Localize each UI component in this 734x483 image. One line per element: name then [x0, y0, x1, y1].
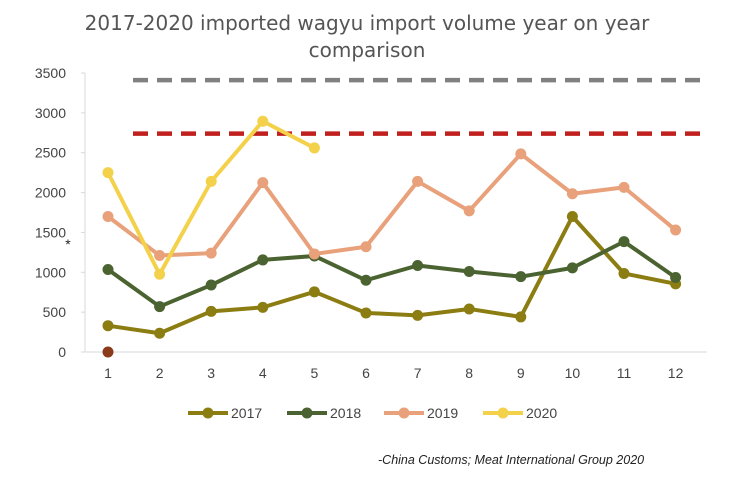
- data-point: [205, 305, 217, 317]
- data-point: [618, 236, 630, 248]
- data-point: [360, 274, 372, 286]
- y-tick-label: 1500: [35, 224, 66, 240]
- x-tick-label: 6: [362, 365, 370, 381]
- data-point: [463, 303, 475, 315]
- y-tick-label: 500: [43, 304, 67, 320]
- data-point: [102, 167, 114, 179]
- legend-label: 2018: [330, 405, 361, 421]
- source-note: -China Customs; Meat International Group…: [378, 453, 644, 467]
- chart-title-line-2: comparison: [309, 38, 426, 62]
- y-tick-label: 1000: [35, 264, 66, 280]
- legend-label: 2020: [526, 405, 557, 421]
- y-tick-label: 3500: [35, 65, 66, 81]
- data-point: [257, 301, 269, 313]
- data-point: [257, 115, 269, 127]
- data-point: [102, 263, 114, 275]
- x-tick-label: 5: [311, 365, 319, 381]
- data-point: [308, 142, 320, 154]
- y-tick-label: 2500: [35, 145, 66, 161]
- x-tick-label: 2: [156, 365, 164, 381]
- data-point: [566, 262, 578, 274]
- legend: 2017 2018 2019 2020: [188, 405, 557, 421]
- legend-swatch-marker: [398, 407, 410, 419]
- data-point: [618, 267, 630, 279]
- data-point: [154, 301, 166, 313]
- x-tick-label: 11: [617, 365, 632, 381]
- x-tick-label: 8: [465, 365, 473, 381]
- x-tick-label: 7: [414, 365, 422, 381]
- legend-item: 2018: [287, 405, 361, 421]
- data-point: [360, 307, 372, 319]
- x-tick-label: 12: [668, 365, 684, 381]
- series-2020: [102, 115, 320, 280]
- x-tick-label: 9: [517, 365, 525, 381]
- data-point: [308, 286, 320, 298]
- series-line: [106, 151, 677, 258]
- data-point: [515, 148, 527, 160]
- data-point: [412, 309, 424, 321]
- data-point: [205, 247, 217, 259]
- reference-lines: [133, 77, 700, 136]
- y-tick-label: 0: [58, 344, 66, 360]
- data-point: [154, 250, 166, 262]
- data-point: [670, 224, 682, 236]
- legend-swatch-marker: [301, 407, 313, 419]
- y-tick-label: 3000: [35, 105, 66, 121]
- series-2019: [102, 148, 682, 262]
- data-point: [102, 320, 114, 332]
- data-point: [463, 265, 475, 277]
- x-tick-label: 10: [565, 365, 581, 381]
- series-2018: [102, 236, 682, 313]
- y-tick-label: 2000: [35, 185, 66, 201]
- legend-label: 2017: [231, 405, 262, 421]
- data-point: [412, 260, 424, 272]
- data-point: [566, 188, 578, 200]
- legend-item: 2020: [483, 405, 557, 421]
- data-point: [566, 210, 578, 222]
- data-point: [308, 248, 320, 260]
- data-point: [515, 271, 527, 283]
- legend-label: 2019: [427, 405, 458, 421]
- data-point: [257, 177, 269, 189]
- extra-data-point: [102, 346, 114, 358]
- data-point: [205, 279, 217, 291]
- data-point: [154, 327, 166, 339]
- legend-swatch-marker: [202, 407, 214, 419]
- asterisk-annotation: *: [65, 236, 71, 252]
- data-point: [412, 175, 424, 187]
- data-point: [154, 268, 166, 280]
- data-point: [515, 311, 527, 323]
- legend-item: 2017: [188, 405, 262, 421]
- x-tick-label: 1: [104, 365, 112, 381]
- series-lines: [102, 115, 682, 358]
- legend-item: 2019: [384, 405, 458, 421]
- data-point: [618, 181, 630, 193]
- series-line: [107, 214, 676, 336]
- chart-title: 2017-2020 imported wagyu import volume y…: [85, 11, 650, 62]
- data-point: [360, 241, 372, 253]
- data-point: [670, 271, 682, 283]
- series-2017: [102, 210, 682, 339]
- series-line: [106, 239, 677, 309]
- x-tick-label: 3: [207, 365, 215, 381]
- data-point: [205, 175, 217, 187]
- data-point: [463, 205, 475, 217]
- chart-title-line-1: 2017-2020 imported wagyu import volume y…: [85, 11, 650, 35]
- legend-swatch-marker: [497, 407, 509, 419]
- data-point: [102, 210, 114, 222]
- x-tick-label: 4: [259, 365, 267, 381]
- data-point: [257, 254, 269, 266]
